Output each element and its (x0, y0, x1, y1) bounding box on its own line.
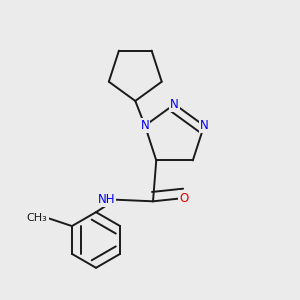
Text: N: N (170, 98, 179, 111)
Text: O: O (179, 191, 189, 205)
Text: CH₃: CH₃ (27, 213, 47, 223)
Text: N: N (200, 119, 208, 132)
Text: N: N (141, 119, 149, 132)
Text: NH: NH (98, 193, 116, 206)
